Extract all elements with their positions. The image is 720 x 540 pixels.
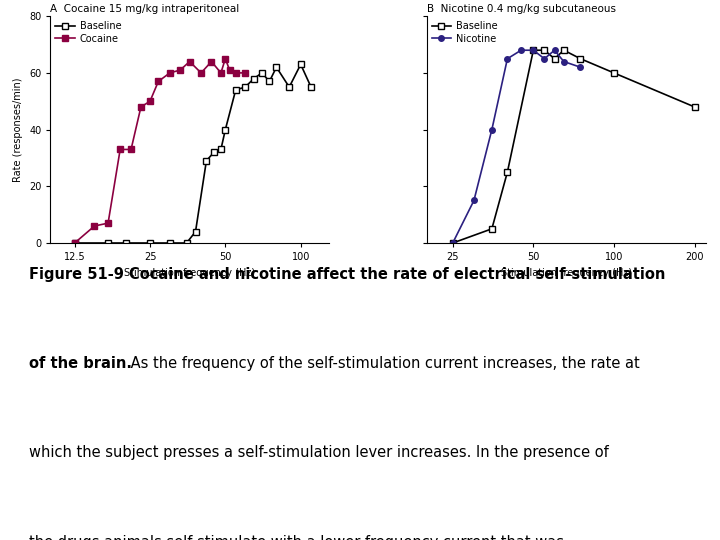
Baseline — [449, 240, 457, 246]
Baseline — [241, 84, 250, 90]
Line: Cocaine: Cocaine — [72, 56, 248, 246]
Baseline — [104, 240, 112, 246]
Baseline — [231, 86, 240, 93]
Cocaine — [225, 67, 234, 73]
Baseline — [559, 47, 568, 53]
Cocaine — [90, 222, 99, 229]
Baseline — [272, 64, 281, 71]
Baseline — [166, 240, 174, 246]
Line: Nicotine: Nicotine — [450, 48, 583, 246]
Baseline — [690, 104, 699, 110]
Baseline — [202, 158, 211, 164]
Legend: Baseline, Nicotine: Baseline, Nicotine — [432, 21, 498, 44]
Cocaine — [241, 70, 250, 76]
Baseline — [217, 146, 225, 153]
Baseline — [610, 70, 618, 76]
Nicotine — [517, 47, 526, 53]
Line: Baseline: Baseline — [72, 62, 314, 246]
Baseline — [503, 169, 512, 176]
Text: As the frequency of the self-stimulation current increases, the rate at: As the frequency of the self-stimulation… — [126, 356, 640, 372]
Nicotine — [576, 64, 585, 71]
Line: Baseline: Baseline — [450, 48, 697, 246]
Nicotine — [529, 47, 538, 53]
Text: B  Nicotine 0.4 mg/kg subcutaneous: B Nicotine 0.4 mg/kg subcutaneous — [427, 4, 616, 14]
Cocaine — [166, 70, 174, 76]
Baseline — [182, 240, 191, 246]
Baseline — [307, 84, 315, 90]
Nicotine — [449, 240, 457, 246]
Cocaine — [231, 70, 240, 76]
Baseline — [576, 56, 585, 62]
Baseline — [192, 228, 200, 235]
Baseline — [221, 126, 230, 133]
Text: the drugs animals self-stimulate with a lower-frequency current that was: the drugs animals self-stimulate with a … — [29, 535, 564, 540]
Baseline — [540, 47, 549, 53]
Baseline — [122, 240, 130, 246]
Baseline — [550, 56, 559, 62]
X-axis label: Stimulation frequency (Hz): Stimulation frequency (Hz) — [125, 268, 256, 278]
Nicotine — [540, 56, 549, 62]
Y-axis label: Rate (responses/min): Rate (responses/min) — [14, 77, 24, 182]
Cocaine — [116, 146, 125, 153]
Cocaine — [197, 70, 205, 76]
Cocaine — [221, 56, 230, 62]
Baseline — [529, 47, 538, 53]
Baseline — [285, 84, 294, 90]
Baseline — [265, 78, 274, 85]
Text: Figure 51-9 Cocaine and nicotine affect the rate of electrical self-stimulation: Figure 51-9 Cocaine and nicotine affect … — [29, 267, 665, 282]
Nicotine — [503, 56, 512, 62]
Text: A  Cocaine 15 mg/kg intraperitoneal: A Cocaine 15 mg/kg intraperitoneal — [50, 4, 240, 14]
Cocaine — [176, 67, 184, 73]
Cocaine — [185, 58, 194, 65]
Text: which the subject presses a self-stimulation lever increases. In the presence of: which the subject presses a self-stimula… — [29, 446, 608, 461]
X-axis label: Stimulation frequency (Hz): Stimulation frequency (Hz) — [500, 268, 631, 278]
Nicotine — [469, 197, 478, 204]
Baseline — [297, 61, 305, 68]
Cocaine — [154, 78, 163, 85]
Nicotine — [550, 47, 559, 53]
Cocaine — [127, 146, 135, 153]
Cocaine — [137, 104, 145, 110]
Cocaine — [71, 240, 79, 246]
Cocaine — [104, 220, 112, 226]
Baseline — [71, 240, 79, 246]
Cocaine — [145, 98, 154, 105]
Cocaine — [217, 70, 225, 76]
Text: of the brain.: of the brain. — [29, 356, 132, 372]
Cocaine — [207, 58, 216, 65]
Baseline — [250, 76, 258, 82]
Nicotine — [559, 58, 568, 65]
Baseline — [258, 70, 266, 76]
Legend: Baseline, Cocaine: Baseline, Cocaine — [55, 21, 121, 44]
Nicotine — [487, 126, 496, 133]
Baseline — [145, 240, 154, 246]
Baseline — [210, 149, 218, 156]
Baseline — [487, 226, 496, 232]
